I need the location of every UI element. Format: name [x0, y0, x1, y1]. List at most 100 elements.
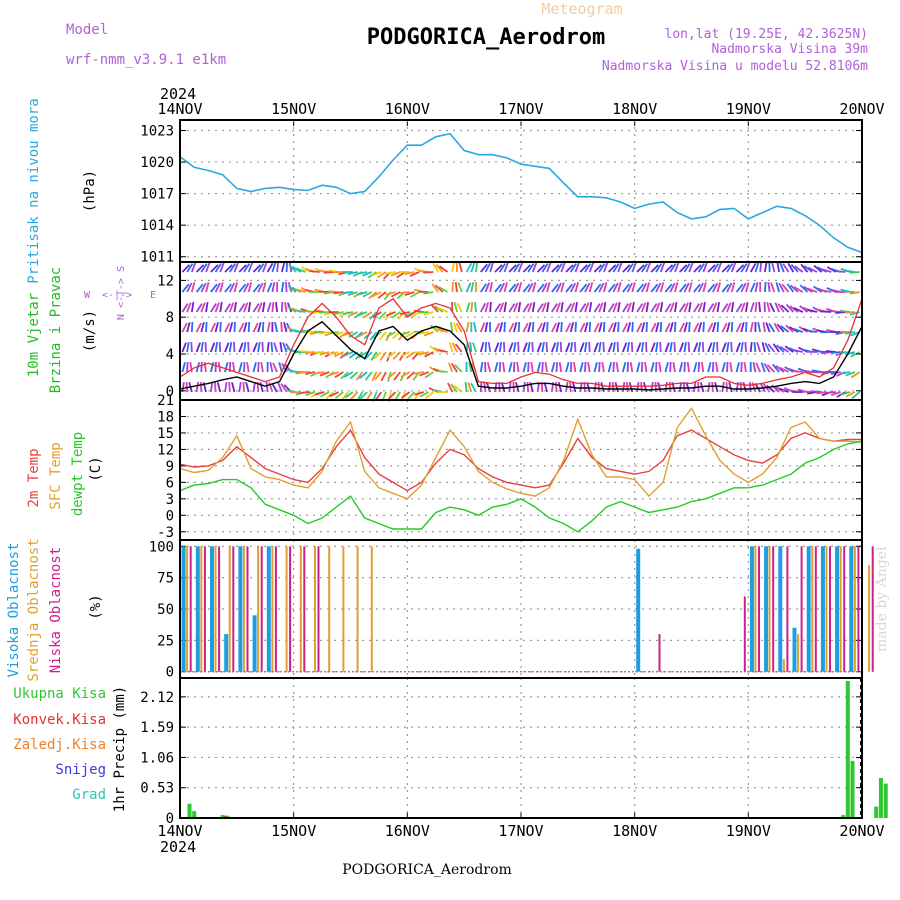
wind-barb: [588, 282, 594, 293]
wind-barb: [775, 365, 785, 373]
cloud-low-bar: [218, 546, 221, 672]
wind-barb: [371, 271, 382, 277]
wind-barb: [277, 382, 283, 393]
wind-barb: [522, 362, 527, 373]
wind-barb: [759, 262, 763, 273]
wind-barb: [434, 305, 444, 313]
wind-barb: [231, 382, 236, 393]
wind-barb: [765, 322, 771, 333]
wind-barb: [536, 264, 546, 273]
wind-barb: [195, 264, 205, 273]
wind-barb: [640, 361, 644, 373]
cloud-mid-bar: [754, 546, 757, 672]
wind-barb: [659, 301, 664, 313]
wind-barb: [640, 322, 646, 333]
wind-barb: [257, 282, 264, 293]
wind-barb: [450, 383, 458, 393]
wind-barb: [503, 301, 507, 313]
wind-barb: [517, 301, 522, 313]
cloud-low-bar: [232, 546, 235, 672]
wind-barb: [830, 351, 841, 354]
wind-barb: [354, 331, 363, 340]
wind-barb: [451, 342, 458, 353]
wind-barb: [247, 262, 254, 273]
wind-barb: [333, 291, 344, 295]
wind-barb: [774, 302, 780, 313]
wind-barb: [628, 382, 634, 393]
wind-gust-line: [179, 297, 863, 387]
wind-barb: [186, 322, 191, 333]
wind-barb: [560, 262, 566, 273]
wind-barb: [410, 291, 420, 298]
wind-barb: [186, 341, 190, 353]
wind-barb: [569, 302, 576, 313]
wind-barb: [438, 265, 449, 273]
wind-barb: [423, 311, 434, 316]
wind-barb: [762, 321, 766, 333]
wind-barb: [622, 303, 630, 313]
wind-barb: [569, 361, 573, 373]
wind-barb: [697, 322, 703, 333]
wind-barb: [205, 282, 210, 293]
wind-barb: [451, 363, 458, 373]
wind-barb: [232, 361, 236, 373]
wind-barb: [721, 283, 730, 293]
wind-barb: [252, 362, 257, 373]
wind-barb: [551, 283, 559, 293]
wind-barb: [845, 391, 856, 398]
wind-barb: [636, 322, 643, 333]
wind-barb: [707, 264, 716, 273]
wind-barb: [851, 391, 861, 400]
wind-barb: [508, 342, 514, 353]
wind-barb: [749, 302, 755, 313]
wind-barb: [773, 322, 780, 333]
wind-barb: [259, 382, 264, 393]
wind-barb: [257, 341, 261, 353]
wind-barb: [527, 302, 533, 313]
wind-barb: [645, 341, 648, 353]
wind-barb: [228, 263, 236, 273]
wind-barb: [401, 391, 411, 399]
wind-barb: [344, 391, 354, 399]
cloud-mid-bar: [299, 546, 302, 672]
wind-barb: [419, 391, 430, 398]
wind-barb: [319, 371, 330, 377]
cloud-high-bar: [266, 546, 271, 672]
wind-barb: [584, 322, 589, 333]
wind-barb: [350, 391, 359, 401]
wind-barb: [779, 262, 785, 273]
wind-barb: [200, 341, 204, 353]
wind-barb: [631, 262, 637, 273]
wind-barb: [228, 302, 235, 313]
wind-barb: [214, 263, 222, 273]
wind-barb: [712, 263, 720, 273]
wind-barb: [707, 381, 711, 393]
wind-barb: [181, 264, 191, 273]
wind-barb: [288, 264, 297, 273]
wind-barb: [715, 361, 719, 373]
wind-barb: [745, 282, 750, 293]
wind-barb: [655, 302, 661, 313]
wind-barb: [451, 281, 454, 293]
wind-barb: [494, 283, 502, 293]
wind-barb: [607, 322, 615, 333]
wind-barb: [284, 301, 288, 313]
wind-barb: [465, 322, 470, 333]
bottom-day-tick-label: 20NOV: [839, 822, 884, 840]
wind-barb: [588, 321, 592, 333]
wind-barb: [228, 341, 233, 353]
wind-barb: [498, 302, 505, 313]
wind-barb: [472, 342, 477, 353]
wind-barb: [569, 341, 574, 353]
wind-barb: [374, 391, 383, 401]
cloud-tick-label: 75: [157, 571, 174, 587]
wind-barb: [602, 321, 606, 333]
wind-barb: [617, 282, 622, 293]
wind-barb: [385, 271, 396, 275]
wind-barb: [626, 322, 632, 333]
wind-barb: [405, 351, 415, 359]
pressure-unit-label: (hPa): [82, 170, 98, 212]
wind-barb: [607, 362, 613, 373]
cloud-high-bar: [778, 546, 783, 672]
wind-barb: [813, 264, 823, 273]
